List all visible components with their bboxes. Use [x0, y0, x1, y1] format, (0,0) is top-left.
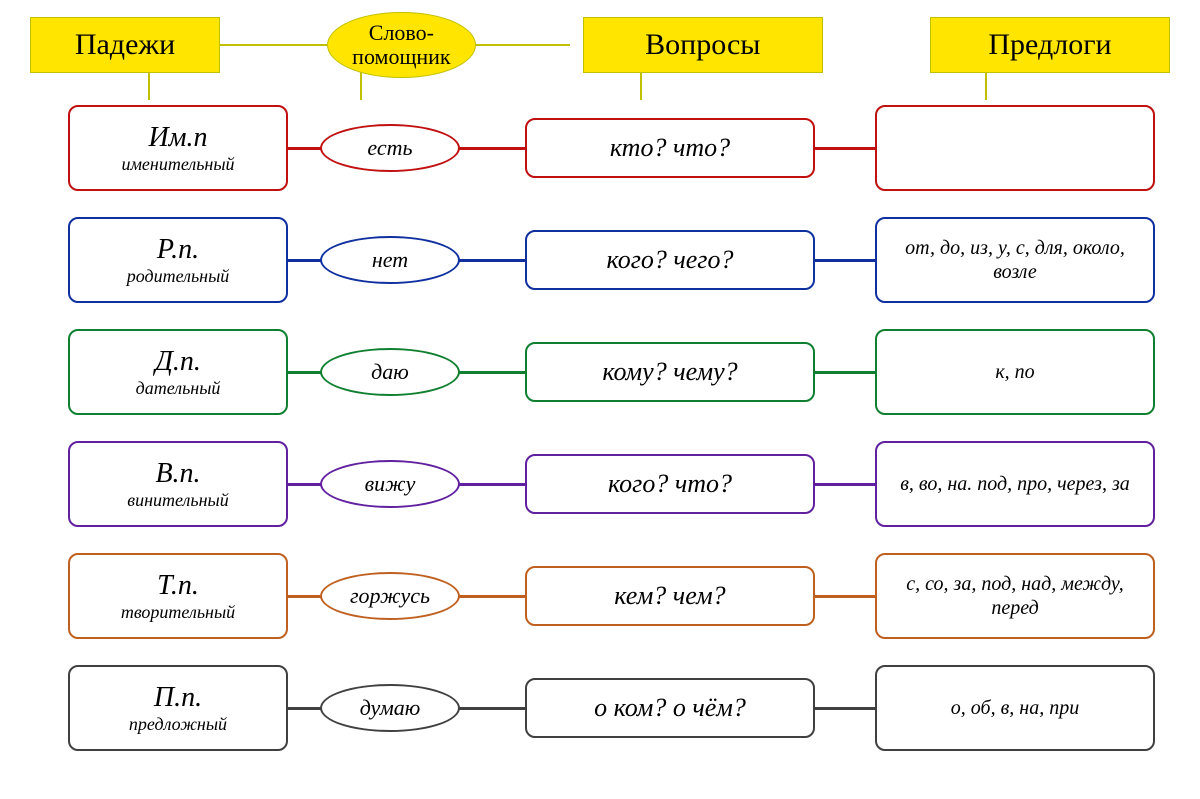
case-full: именительный	[80, 154, 276, 175]
case-abbr: Т.п.	[80, 570, 276, 602]
header-prepositions: Предлоги	[930, 17, 1170, 73]
question-box: о ком? о чём?	[525, 678, 815, 738]
case-row: Т.п.творительный горжусь кем? чем? с, со, з…	[30, 548, 1170, 644]
case-abbr: В.п.	[80, 458, 276, 490]
case-full: творительный	[80, 602, 276, 623]
case-full: родительный	[80, 266, 276, 287]
case-name-box: Д.п.дательный	[68, 329, 288, 415]
question-box: кого? чего?	[525, 230, 815, 290]
header-cases: Падежи	[30, 17, 220, 73]
helper-oval: вижу	[320, 460, 460, 508]
helper-oval: даю	[320, 348, 460, 396]
case-abbr: Д.п.	[80, 346, 276, 378]
case-full: винительный	[80, 490, 276, 511]
case-row: П.п.предложный думаю о ком? о чём? о, об, в…	[30, 660, 1170, 756]
prepositions-box: о, об, в, на, при	[875, 665, 1155, 751]
header-helper: Слово- помощник	[327, 12, 475, 78]
case-abbr: Им.п	[80, 122, 276, 154]
case-row: Д.п.дательный даю кому? чему? к, по	[30, 324, 1170, 420]
case-name-box: В.п.винительный	[68, 441, 288, 527]
prepositions-box: в, во, на. под, про, через, за	[875, 441, 1155, 527]
question-box: кто? что?	[525, 118, 815, 178]
question-box: кому? чему?	[525, 342, 815, 402]
question-box: кого? что?	[525, 454, 815, 514]
question-box: кем? чем?	[525, 566, 815, 626]
case-row: Р.п.родительный нет кого? чего? от, до, из,…	[30, 212, 1170, 308]
prepositions-box: к, по	[875, 329, 1155, 415]
header-questions: Вопросы	[583, 17, 823, 73]
case-full: предложный	[80, 714, 276, 735]
case-row: В.п.винительный вижу кого? что? в, во, на. …	[30, 436, 1170, 532]
helper-oval: думаю	[320, 684, 460, 732]
prepositions-box: от, до, из, у, с, для, около, возле	[875, 217, 1155, 303]
case-name-box: Им.пименительный	[68, 105, 288, 191]
case-abbr: Р.п.	[80, 234, 276, 266]
case-abbr: П.п.	[80, 682, 276, 714]
case-name-box: Т.п.творительный	[68, 553, 288, 639]
prepositions-box: с, со, за, под, над, между, перед	[875, 553, 1155, 639]
case-row: Им.пименительный есть кто? что?	[30, 100, 1170, 196]
case-name-box: Р.п.родительный	[68, 217, 288, 303]
rows-container: Им.пименительный есть кто? что? Р.п.родител…	[30, 100, 1170, 756]
header-connector-1	[210, 44, 340, 46]
helper-oval: горжусь	[320, 572, 460, 620]
helper-oval: есть	[320, 124, 460, 172]
case-full: дательный	[80, 378, 276, 399]
case-name-box: П.п.предложный	[68, 665, 288, 751]
header-row: Падежи Слово- помощник Вопросы Предлоги	[30, 10, 1170, 80]
helper-oval: нет	[320, 236, 460, 284]
prepositions-box	[875, 105, 1155, 191]
